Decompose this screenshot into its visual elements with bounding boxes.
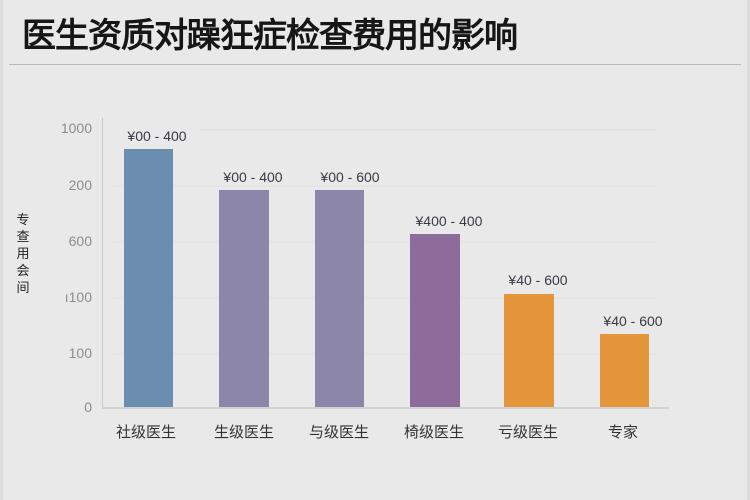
bar xyxy=(600,334,649,407)
bar xyxy=(410,234,460,407)
bar xyxy=(315,190,364,407)
frame-edge-right xyxy=(747,0,750,500)
y-tick-label: 600 xyxy=(68,233,92,249)
y-tick-label: 1000 xyxy=(60,120,92,136)
y-tick-label: 0 xyxy=(84,399,92,415)
bar-value-label: ¥400 - 400 xyxy=(415,213,483,229)
x-tick-label: 亏级医生 xyxy=(497,423,559,441)
bar xyxy=(504,294,554,407)
chart-title: 医生资质对躁狂症检查费用的影响 xyxy=(22,16,518,56)
y-axis-line xyxy=(102,118,103,408)
frame-edge-left xyxy=(0,0,3,500)
bar-value-label: ¥00 - 400 xyxy=(127,128,187,144)
gridline xyxy=(200,129,656,131)
bar-value-label: ¥00 - 600 xyxy=(320,169,380,185)
gridline xyxy=(110,297,656,299)
bar-value-label: ¥40 - 600 xyxy=(508,272,568,288)
gridline xyxy=(110,353,656,355)
x-tick-label: 与级医生 xyxy=(308,423,370,441)
y-tick-label: 200 xyxy=(68,177,92,193)
x-tick-label: 椅级医生 xyxy=(403,423,465,441)
gridline xyxy=(110,241,656,243)
bar xyxy=(219,190,269,407)
y-tick-label: ı100 xyxy=(64,289,92,305)
x-tick-label: 社级医生 xyxy=(115,423,177,441)
bar xyxy=(124,149,173,407)
y-tick-label: 100 xyxy=(68,345,92,361)
y-axis-label: 专查用会间 xyxy=(16,213,30,296)
x-tick-label: 专家 xyxy=(607,423,639,441)
bar-value-label: ¥00 - 400 xyxy=(223,169,283,185)
x-axis-line xyxy=(102,407,669,409)
gridline xyxy=(110,185,656,187)
x-tick-label: 生级医生 xyxy=(213,423,275,441)
bar-value-label: ¥40 - 600 xyxy=(603,313,663,329)
title-divider xyxy=(9,64,741,65)
